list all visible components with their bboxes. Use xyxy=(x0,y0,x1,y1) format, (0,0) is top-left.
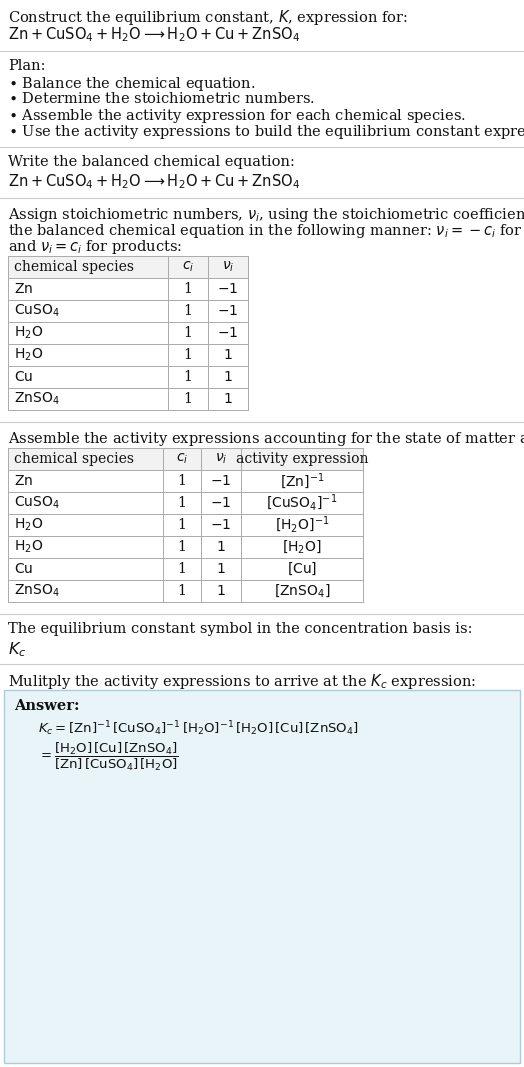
Text: $\mathrm{H_2O}$: $\mathrm{H_2O}$ xyxy=(14,539,43,555)
Text: $[\mathrm{CuSO_4}]^{-1}$: $[\mathrm{CuSO_4}]^{-1}$ xyxy=(266,493,337,513)
Text: $\bullet$ Assemble the activity expression for each chemical species.: $\bullet$ Assemble the activity expressi… xyxy=(8,107,466,125)
Text: $c_i$: $c_i$ xyxy=(176,451,188,466)
Text: 1: 1 xyxy=(178,496,187,510)
Text: $1$: $1$ xyxy=(223,370,233,384)
Text: Assign stoichiometric numbers, $\nu_i$, using the stoichiometric coefficients, $: Assign stoichiometric numbers, $\nu_i$, … xyxy=(8,206,524,224)
Text: and $\nu_i = c_i$ for products:: and $\nu_i = c_i$ for products: xyxy=(8,238,182,256)
Text: $\mathrm{Zn}$: $\mathrm{Zn}$ xyxy=(14,474,33,488)
Text: $-1$: $-1$ xyxy=(210,474,232,488)
Text: Write the balanced chemical equation:: Write the balanced chemical equation: xyxy=(8,155,295,169)
Text: Mulitply the activity expressions to arrive at the $K_c$ expression:: Mulitply the activity expressions to arr… xyxy=(8,672,476,691)
Text: $= \dfrac{[\mathrm{H_2O}]\,[\mathrm{Cu}]\,[\mathrm{ZnSO_4}]}{[\mathrm{Zn}]\,[\ma: $= \dfrac{[\mathrm{H_2O}]\,[\mathrm{Cu}]… xyxy=(38,740,179,774)
Text: $-1$: $-1$ xyxy=(217,282,238,296)
FancyBboxPatch shape xyxy=(4,690,520,1063)
Text: 1: 1 xyxy=(178,562,187,576)
Text: $\mathrm{ZnSO_4}$: $\mathrm{ZnSO_4}$ xyxy=(14,391,60,408)
Text: $[\mathrm{ZnSO_4}]$: $[\mathrm{ZnSO_4}]$ xyxy=(274,583,330,600)
Text: 1: 1 xyxy=(178,517,187,532)
Text: $c_i$: $c_i$ xyxy=(182,259,194,274)
Text: $[\mathrm{Zn}]^{-1}$: $[\mathrm{Zn}]^{-1}$ xyxy=(280,471,324,491)
Text: $\nu_i$: $\nu_i$ xyxy=(215,451,227,466)
Bar xyxy=(8,448,363,469)
Text: $\mathrm{H_2O}$: $\mathrm{H_2O}$ xyxy=(14,347,43,363)
Text: 1: 1 xyxy=(183,304,192,318)
Text: $1$: $1$ xyxy=(216,540,226,554)
Text: $1$: $1$ xyxy=(216,584,226,598)
Text: $1$: $1$ xyxy=(216,562,226,576)
Text: $-1$: $-1$ xyxy=(217,327,238,340)
Text: $-1$: $-1$ xyxy=(210,517,232,532)
Text: $\mathrm{H_2O}$: $\mathrm{H_2O}$ xyxy=(14,324,43,341)
Text: $\bullet$ Balance the chemical equation.: $\bullet$ Balance the chemical equation. xyxy=(8,75,255,93)
Text: The equilibrium constant symbol in the concentration basis is:: The equilibrium constant symbol in the c… xyxy=(8,622,473,636)
Text: $\mathrm{Cu}$: $\mathrm{Cu}$ xyxy=(14,370,33,384)
Text: $\bullet$ Use the activity expressions to build the equilibrium constant express: $\bullet$ Use the activity expressions t… xyxy=(8,123,524,141)
Text: $-1$: $-1$ xyxy=(210,496,232,510)
Text: chemical species: chemical species xyxy=(14,452,134,466)
Text: 1: 1 xyxy=(183,392,192,407)
Text: Answer:: Answer: xyxy=(14,699,80,713)
Text: $K_c$: $K_c$ xyxy=(8,640,26,658)
Text: 1: 1 xyxy=(183,327,192,340)
Text: 1: 1 xyxy=(178,540,187,554)
Text: $\mathrm{CuSO_4}$: $\mathrm{CuSO_4}$ xyxy=(14,495,60,511)
Text: $\mathrm{CuSO_4}$: $\mathrm{CuSO_4}$ xyxy=(14,303,60,319)
Text: $K_c = [\mathrm{Zn}]^{-1}\,[\mathrm{CuSO_4}]^{-1}\,[\mathrm{H_2O}]^{-1}\,[\mathr: $K_c = [\mathrm{Zn}]^{-1}\,[\mathrm{CuSO… xyxy=(38,719,359,737)
Text: the balanced chemical equation in the following manner: $\nu_i = -c_i$ for react: the balanced chemical equation in the fo… xyxy=(8,222,524,240)
Text: $-1$: $-1$ xyxy=(217,304,238,318)
Text: 1: 1 xyxy=(183,348,192,362)
Text: 1: 1 xyxy=(178,584,187,598)
Bar xyxy=(8,256,248,278)
Text: $\nu_i$: $\nu_i$ xyxy=(222,259,234,274)
Text: 1: 1 xyxy=(183,282,192,296)
Text: $\mathrm{Cu}$: $\mathrm{Cu}$ xyxy=(14,562,33,576)
Text: $\mathrm{Zn}$: $\mathrm{Zn}$ xyxy=(14,282,33,296)
Text: Assemble the activity expressions accounting for the state of matter and $\nu_i$: Assemble the activity expressions accoun… xyxy=(8,430,524,448)
Text: $\bullet$ Determine the stoichiometric numbers.: $\bullet$ Determine the stoichiometric n… xyxy=(8,91,315,106)
Text: Plan:: Plan: xyxy=(8,59,46,73)
Text: 1: 1 xyxy=(183,370,192,384)
Text: $1$: $1$ xyxy=(223,392,233,407)
Text: Construct the equilibrium constant, $K$, expression for:: Construct the equilibrium constant, $K$,… xyxy=(8,7,408,27)
Text: $\mathrm{Zn + CuSO_4 + H_2O} \longrightarrow \mathrm{H_2O + Cu + ZnSO_4}$: $\mathrm{Zn + CuSO_4 + H_2O} \longrighta… xyxy=(8,172,300,191)
Text: chemical species: chemical species xyxy=(14,260,134,274)
Text: $[\mathrm{H_2O}]$: $[\mathrm{H_2O}]$ xyxy=(282,539,322,556)
Text: $[\mathrm{H_2O}]^{-1}$: $[\mathrm{H_2O}]^{-1}$ xyxy=(275,514,329,536)
Text: $\mathrm{ZnSO_4}$: $\mathrm{ZnSO_4}$ xyxy=(14,583,60,600)
Text: $\mathrm{Zn + CuSO_4 + H_2O} \longrightarrow \mathrm{H_2O + Cu + ZnSO_4}$: $\mathrm{Zn + CuSO_4 + H_2O} \longrighta… xyxy=(8,25,300,44)
Text: $1$: $1$ xyxy=(223,348,233,362)
Text: $\mathrm{H_2O}$: $\mathrm{H_2O}$ xyxy=(14,516,43,534)
Text: $[\mathrm{Cu}]$: $[\mathrm{Cu}]$ xyxy=(287,561,317,577)
Text: 1: 1 xyxy=(178,474,187,488)
Text: activity expression: activity expression xyxy=(236,452,368,466)
